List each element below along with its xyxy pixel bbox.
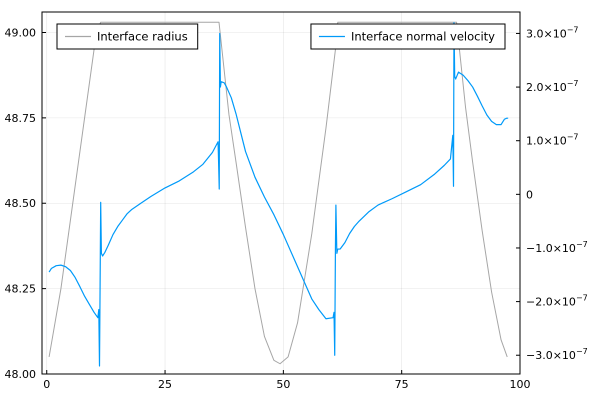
y-right-axis: −3.0×10−7 −2.0×10−7 −1.0×10−7 0 1.0×10−7 2.0×… — [516, 25, 588, 362]
y-left-tick-label: 48.00 — [5, 368, 37, 381]
legend-top-right: Interface normal velocity — [310, 23, 506, 50]
x-tick-label: 50 — [276, 378, 290, 391]
y-left-tick-label: 48.25 — [5, 283, 37, 296]
x-axis: 0 25 50 75 100 — [43, 370, 531, 391]
y-right-tick-label: −2.0×10−7 — [526, 294, 588, 309]
y-right-tick-label: 3.0×10−7 — [526, 25, 579, 40]
legends: Interface radius Interface normal velocit… — [56, 23, 506, 50]
y-right-tick-label: 1.0×10−7 — [526, 133, 579, 148]
series-layer — [48, 21, 509, 367]
y-right-tick-label: −1.0×10−7 — [526, 240, 588, 255]
x-tick-label: 100 — [510, 378, 531, 391]
y-left-tick-label: 49.00 — [5, 26, 37, 39]
legend-label: Interface radius — [97, 30, 188, 44]
x-tick-label: 25 — [158, 378, 172, 391]
y-right-tick-label: 0 — [526, 188, 533, 201]
grid — [42, 12, 521, 375]
x-tick-label: 0 — [43, 378, 50, 391]
y-right-tick-exponent: −7 — [567, 79, 579, 88]
y-right-tick-label: −3.0×10−7 — [526, 347, 588, 362]
series-line-interface-radius — [48, 21, 508, 365]
x-tick-label: 75 — [395, 378, 409, 391]
y-right-tick-exponent: −7 — [576, 294, 588, 303]
legend-top-left: Interface radius — [56, 23, 199, 50]
y-right-tick-label: 2.0×10−7 — [526, 79, 579, 94]
series-line-interface-normal-velocity — [48, 22, 509, 367]
y-right-tick-exponent: −7 — [576, 240, 588, 249]
y-left-tick-label: 48.50 — [5, 197, 37, 210]
y-right-tick-exponent: −7 — [567, 25, 579, 34]
legend-label: Interface normal velocity — [351, 30, 495, 44]
y-right-tick-exponent: −7 — [576, 347, 588, 356]
y-left-axis: 48.00 48.25 48.50 48.75 49.00 — [5, 26, 46, 381]
y-right-tick-exponent: −7 — [567, 133, 579, 142]
plot-frame — [41, 11, 521, 375]
y-left-tick-label: 48.75 — [5, 112, 37, 125]
